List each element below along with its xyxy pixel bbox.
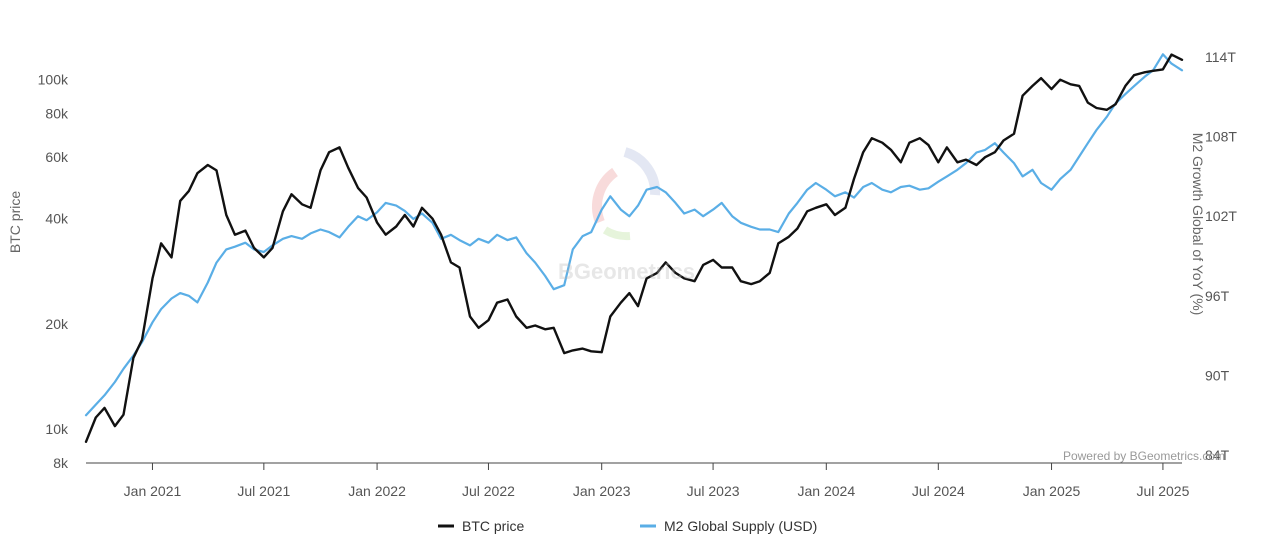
x-tick-label: Jul 2025 <box>1136 483 1189 499</box>
y-right-tick-label: 102T <box>1205 208 1237 224</box>
legend-item[interactable]: M2 Global Supply (USD) <box>640 518 817 534</box>
y-right-tick-label: 84T <box>1205 447 1230 463</box>
y-left-tick-label: 100k <box>38 72 69 88</box>
y-right-tick-label: 114T <box>1205 49 1236 65</box>
y-left-axis-title: BTC price <box>7 191 23 253</box>
x-tick-label: Jan 2023 <box>573 483 631 499</box>
btc-price-line <box>84 53 1184 443</box>
m2-supply-line <box>84 53 1184 417</box>
x-tick-label: Jan 2021 <box>124 483 182 499</box>
y-right-tick-label: 90T <box>1205 367 1230 383</box>
y-right-axis-title: M2 Growth Global of YoY (%) <box>1190 133 1206 316</box>
watermark-text: BGeometrics <box>558 259 695 284</box>
y-left-tick-label: 20k <box>45 316 69 332</box>
y-right-tick-label: 96T <box>1205 288 1230 304</box>
credit-text: Powered by BGeometrics.com <box>1063 449 1225 463</box>
x-tick-label: Jul 2021 <box>237 483 290 499</box>
x-tick-label: Jan 2025 <box>1023 483 1081 499</box>
y-right-tick-label: 108T <box>1205 129 1237 145</box>
y-left-tick-label: 60k <box>45 149 69 165</box>
y-left-tick-label: 80k <box>45 106 69 122</box>
x-tick-label: Jan 2024 <box>798 483 856 499</box>
legend-item[interactable]: BTC price <box>438 518 524 534</box>
legend-label: BTC price <box>462 518 524 534</box>
x-tick-label: Jul 2023 <box>687 483 740 499</box>
x-tick-label: Jul 2024 <box>912 483 965 499</box>
y-left-tick-label: 10k <box>45 421 69 437</box>
x-tick-label: Jul 2022 <box>462 483 515 499</box>
watermark-logo <box>592 147 661 241</box>
legend-label: M2 Global Supply (USD) <box>664 518 817 534</box>
x-tick-label: Jan 2022 <box>348 483 406 499</box>
y-left-tick-label: 8k <box>53 455 69 471</box>
y-left-tick-label: 40k <box>45 211 69 227</box>
